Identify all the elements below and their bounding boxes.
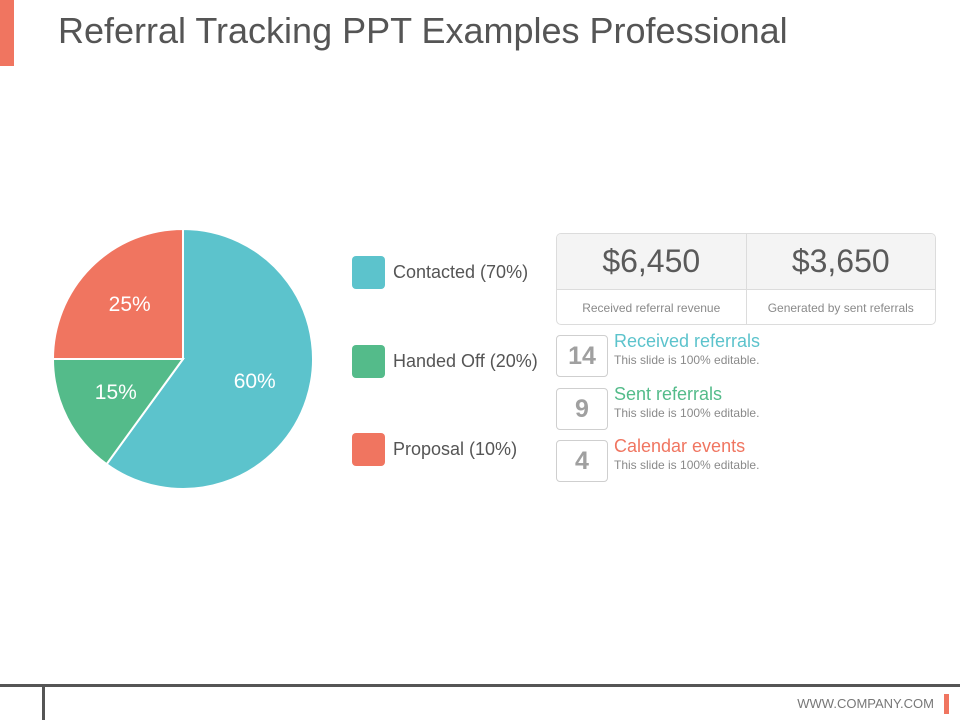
legend-label: Handed Off (20%) bbox=[393, 351, 538, 371]
metric-text: Received referrals This slide is 100% ed… bbox=[614, 331, 760, 377]
revenue-value: $6,450 bbox=[557, 234, 746, 290]
footer-rule bbox=[0, 684, 960, 687]
metric-number: 4 bbox=[556, 440, 608, 482]
metric-number: 14 bbox=[556, 335, 608, 377]
legend-label: Contacted (70%) bbox=[393, 262, 529, 282]
legend-swatch bbox=[352, 345, 385, 378]
revenue-cell-generated: $3,650 Generated by sent referrals bbox=[745, 234, 935, 324]
revenue-caption: Generated by sent referrals bbox=[767, 301, 914, 315]
metric-description: This slide is 100% editable. bbox=[614, 406, 760, 420]
metric-title: Received referrals bbox=[614, 331, 761, 351]
metric-description: This slide is 100% editable. bbox=[614, 353, 760, 367]
metric-title: Calendar events bbox=[614, 436, 746, 456]
metric-text: Calendar events This slide is 100% edita… bbox=[614, 436, 759, 482]
pie-slice bbox=[105, 227, 314, 490]
metric-number: 9 bbox=[556, 388, 608, 430]
pie-slice bbox=[51, 358, 185, 466]
revenue-caption: Received referral revenue bbox=[582, 301, 721, 315]
metric-text: Sent referrals This slide is 100% editab… bbox=[614, 384, 759, 430]
legend-swatch bbox=[352, 433, 385, 466]
metric-description: This slide is 100% editable. bbox=[614, 458, 760, 472]
metric-title: Sent referrals bbox=[614, 384, 723, 404]
legend-label: Proposal (10%) bbox=[393, 439, 518, 459]
metric-sent-referrals: 9 Sent referrals This slide is 100% edit… bbox=[556, 384, 759, 430]
legend-item-contacted: Contacted (70%) bbox=[352, 256, 528, 289]
revenue-summary: $6,450 Received referral revenue $3,650 … bbox=[556, 233, 936, 325]
metric-received-referrals: 14 Received referrals This slide is 100%… bbox=[556, 331, 760, 377]
revenue-value: $3,650 bbox=[746, 234, 935, 290]
footer-accent-bar bbox=[944, 694, 949, 714]
legend-swatch bbox=[352, 256, 385, 289]
revenue-cell-received: $6,450 Received referral revenue bbox=[557, 234, 746, 324]
slide-title: Referral Tracking PPT Examples Professio… bbox=[58, 10, 788, 51]
legend-item-handed-off: Handed Off (20%) bbox=[352, 345, 538, 378]
title-accent-bar bbox=[0, 0, 14, 66]
footer-url: WWW.COMPANY.COM bbox=[797, 696, 934, 711]
metric-calendar-events: 4 Calendar events This slide is 100% edi… bbox=[556, 436, 759, 482]
footer-tick bbox=[42, 686, 45, 720]
legend-item-proposal: Proposal (10%) bbox=[352, 433, 517, 466]
pie-slice bbox=[51, 227, 184, 360]
